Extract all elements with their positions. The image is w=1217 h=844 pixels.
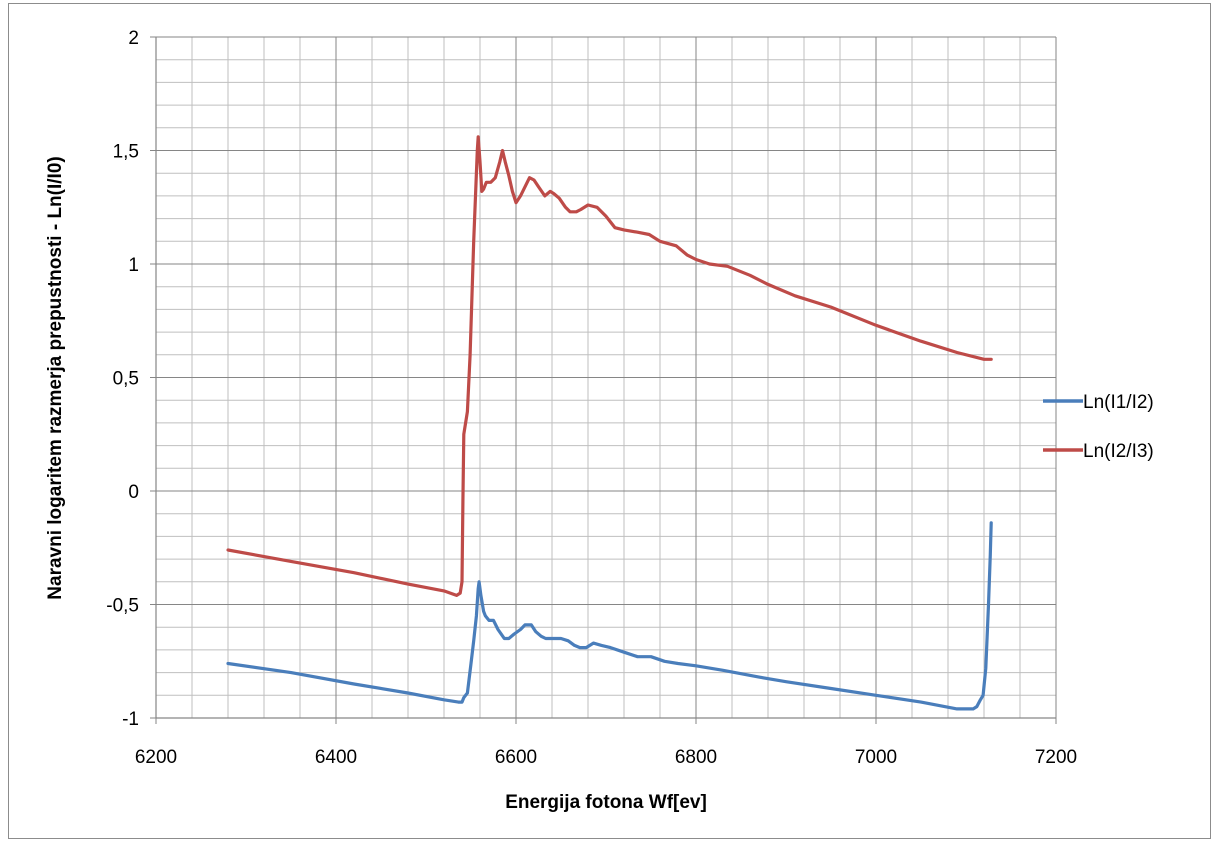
legend: Ln(I1/I2) Ln(I2/I3) [1043, 392, 1154, 462]
x-axis-title: Energija fotona Wf[ev] [505, 792, 707, 813]
y-tick-label: -1 [122, 709, 139, 730]
x-tick-label: 7200 [1035, 747, 1077, 768]
x-tick-label: 6600 [495, 747, 537, 768]
chart-svg: 6200 6400 6600 6800 7000 7200 -1 -0,5 0 0,5 1 1,5 2… [45, 28, 1154, 813]
x-tick-label: 6800 [675, 747, 717, 768]
legend-label-ln-i1-i2: Ln(I1/I2) [1083, 392, 1154, 413]
y-tick-label: 1 [128, 255, 139, 276]
axes [150, 36, 1057, 724]
x-tick-labels: 6200 6400 6600 6800 7000 7200 [135, 747, 1077, 768]
y-tick-label: -0,5 [106, 596, 139, 617]
x-tick-label: 7000 [855, 747, 897, 768]
series-line-1 [226, 135, 993, 597]
y-axis-title: Naravni logaritem razmerja prepustnosti … [45, 156, 66, 599]
y-tick-label: 2 [128, 28, 139, 49]
series-layer [226, 135, 993, 711]
y-tick-label: 1,5 [113, 142, 139, 163]
series-line-0 [226, 521, 993, 711]
y-tick-label: 0,5 [113, 369, 139, 390]
x-tick-label: 6400 [315, 747, 357, 768]
legend-label-ln-i2-i3: Ln(I2/I3) [1083, 441, 1154, 462]
x-tick-label: 6200 [135, 747, 177, 768]
y-tick-labels: -1 -0,5 0 0,5 1 1,5 2 [106, 28, 139, 730]
y-tick-label: 0 [128, 482, 139, 503]
chart-frame: 6200 6400 6600 6800 7000 7200 -1 -0,5 0 0,5 1 1,5 2… [8, 3, 1211, 839]
